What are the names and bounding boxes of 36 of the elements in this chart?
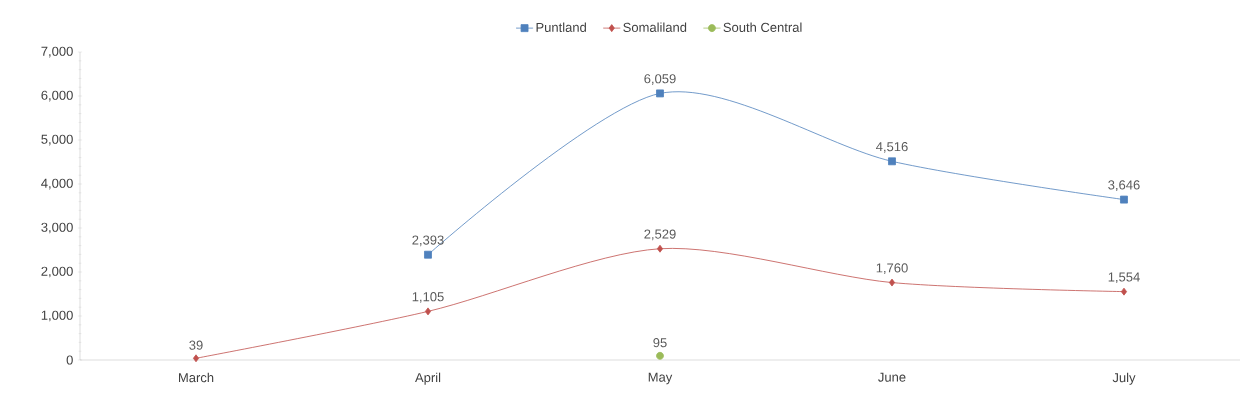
y-tick-label: 6,000 bbox=[41, 90, 73, 102]
data-label: 4,516 bbox=[876, 142, 908, 153]
data-label: 2,529 bbox=[644, 229, 676, 241]
y-tick-label: 7,000 bbox=[41, 46, 73, 58]
data-label: 1,105 bbox=[412, 292, 444, 303]
legend-label: Puntland bbox=[536, 22, 586, 32]
point bbox=[1120, 195, 1128, 204]
y-tick-label: 0 bbox=[66, 355, 73, 365]
y-tick-label: 2,000 bbox=[41, 266, 73, 278]
y-tick-label: 4,000 bbox=[41, 178, 73, 190]
point bbox=[888, 278, 896, 287]
data-label: 39 bbox=[189, 340, 203, 350]
legend-label: Somaliland bbox=[623, 22, 687, 32]
point bbox=[888, 157, 896, 166]
y-tick-label: 3,000 bbox=[41, 222, 73, 234]
data-label: 6,059 bbox=[644, 74, 676, 85]
point bbox=[1120, 287, 1128, 296]
x-tick-label: June bbox=[878, 372, 906, 382]
y-tick-label: 5,000 bbox=[41, 134, 73, 146]
point bbox=[424, 307, 432, 316]
data-label: 95 bbox=[653, 338, 667, 348]
point bbox=[192, 354, 200, 363]
x-tick-label: May bbox=[648, 372, 673, 385]
x-tick-label: March bbox=[179, 372, 214, 383]
data-label: 1,554 bbox=[1108, 272, 1140, 284]
y-tick-label: 1,000 bbox=[41, 310, 73, 322]
x-tick-label: July bbox=[1112, 372, 1136, 385]
data-label: 2,393 bbox=[412, 235, 444, 247]
point bbox=[424, 250, 432, 259]
point bbox=[656, 351, 664, 360]
x-tick-label: April bbox=[415, 372, 441, 385]
data-label: 1,760 bbox=[876, 263, 908, 275]
data-label: 3,646 bbox=[1108, 180, 1140, 192]
legend-label: South Central bbox=[723, 22, 802, 32]
point bbox=[656, 89, 664, 98]
point bbox=[656, 244, 664, 253]
